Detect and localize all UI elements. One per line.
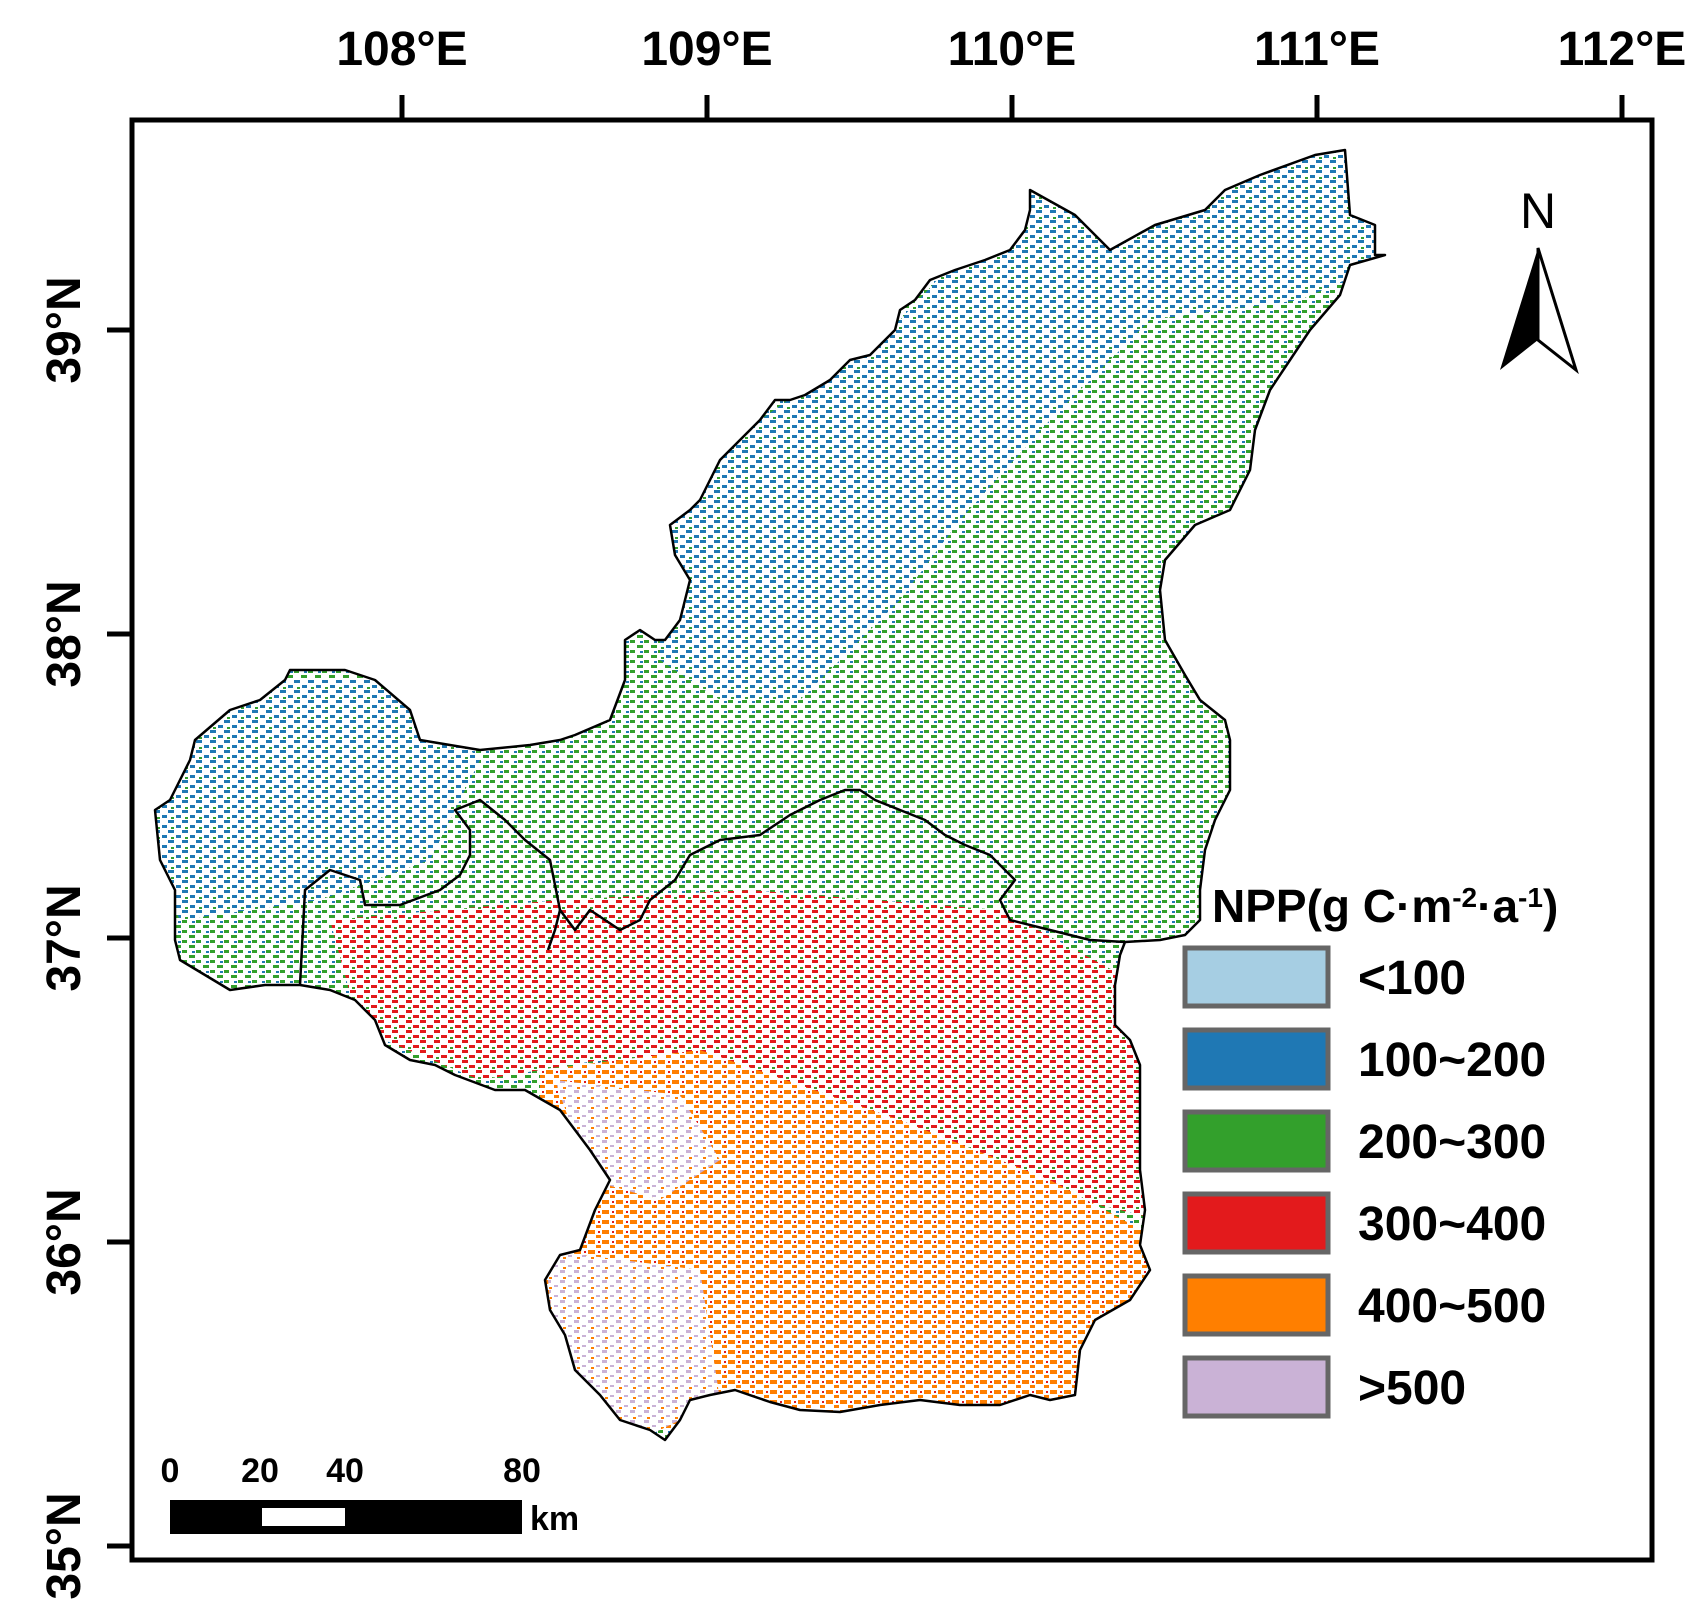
scale-label-0: 0	[161, 1452, 180, 1490]
legend-label-2: 200~300	[1358, 1116, 1546, 1169]
scale-unit: km	[530, 1500, 579, 1538]
legend-swatch-1	[1182, 1027, 1331, 1091]
lat-label-38: 38°N	[38, 580, 91, 687]
legend-label-0: <100	[1358, 952, 1466, 1005]
region-boundary	[153, 148, 1387, 1442]
lon-label-109: 109°E	[641, 23, 772, 76]
legend-label-4: 400~500	[1358, 1280, 1546, 1333]
subregion-boundary-2	[546, 909, 562, 951]
north-label: N	[1520, 183, 1556, 239]
legend-label-1: 100~200	[1358, 1034, 1546, 1087]
lon-label-108: 108°E	[336, 23, 467, 76]
npp-zone-100-200-west	[155, 680, 480, 920]
scale-label-20: 20	[241, 1452, 279, 1490]
legend-swatch-4	[1182, 1273, 1331, 1337]
legend-swatch-2	[1182, 1109, 1331, 1173]
legend-swatch-0	[1182, 945, 1331, 1009]
lat-label-35: 35°N	[38, 1492, 91, 1599]
scale-bar-white-segment	[262, 1508, 345, 1526]
scale-label-80: 80	[503, 1452, 541, 1490]
legend-items: <100 100~200 200~300 300~400 400~500 >500	[1182, 945, 1546, 1419]
legend-swatch-3	[1182, 1191, 1331, 1255]
legend-label-5: >500	[1358, 1362, 1466, 1415]
scale-label-40: 40	[326, 1452, 364, 1490]
npp-zone-300-400	[330, 890, 1160, 1220]
lat-label-39: 39°N	[38, 276, 91, 383]
north-arrow-icon: N	[1500, 183, 1579, 375]
longitude-ticks: 108°E 109°E 110°E 111°E 112°E	[336, 23, 1686, 120]
scale-bar: 0 20 40 80 km	[161, 1452, 580, 1538]
lon-label-112: 112°E	[1558, 23, 1687, 76]
lat-label-36: 36°N	[38, 1188, 91, 1295]
subregion-boundary	[298, 788, 1126, 986]
latitude-ticks: 39°N 38°N 37°N 36°N 35°N	[38, 276, 132, 1600]
npp-zone-100-200-north	[660, 150, 1385, 700]
lon-label-111: 111°E	[1254, 23, 1380, 76]
legend-title: NPP(g C·m-2·a-1)	[1212, 880, 1558, 932]
scale-bar-body	[170, 1500, 522, 1534]
lat-label-37: 37°N	[38, 884, 91, 991]
legend-swatch-5	[1182, 1355, 1331, 1419]
legend-label-3: 300~400	[1358, 1198, 1546, 1251]
legend: NPP(g C·m-2·a-1) <100 100~200 200~300 300~4…	[1182, 880, 1558, 1419]
lon-label-110: 110°E	[948, 23, 1077, 76]
